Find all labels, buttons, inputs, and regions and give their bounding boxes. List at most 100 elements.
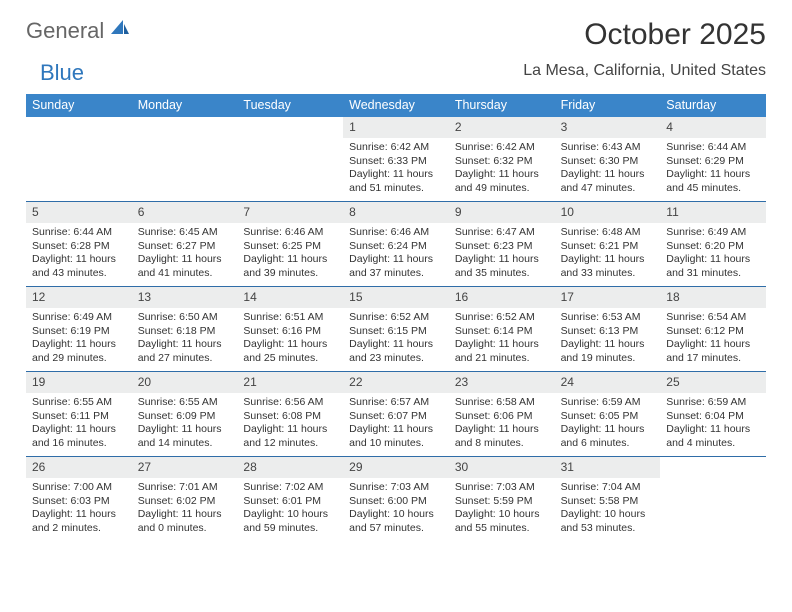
day-cell: 12Sunrise: 6:49 AMSunset: 6:19 PMDayligh…: [26, 287, 132, 371]
calendar-grid: Sunday Monday Tuesday Wednesday Thursday…: [26, 94, 766, 541]
day-cell: [660, 457, 766, 541]
day-cell: 15Sunrise: 6:52 AMSunset: 6:15 PMDayligh…: [343, 287, 449, 371]
day-cell: 6Sunrise: 6:45 AMSunset: 6:27 PMDaylight…: [132, 202, 238, 286]
day-cell: 11Sunrise: 6:49 AMSunset: 6:20 PMDayligh…: [660, 202, 766, 286]
day-cell: 14Sunrise: 6:51 AMSunset: 6:16 PMDayligh…: [237, 287, 343, 371]
sunset-text: Sunset: 6:11 PM: [32, 410, 126, 423]
sunrise-text: Sunrise: 6:42 AM: [349, 141, 443, 154]
day-cell: 7Sunrise: 6:46 AMSunset: 6:25 PMDaylight…: [237, 202, 343, 286]
sunrise-text: Sunrise: 6:49 AM: [32, 311, 126, 324]
day-cell: 2Sunrise: 6:42 AMSunset: 6:32 PMDaylight…: [449, 117, 555, 201]
daylight-text: Daylight: 11 hours and 47 minutes.: [561, 168, 655, 195]
sunrise-text: Sunrise: 6:44 AM: [666, 141, 760, 154]
day-number: 8: [343, 202, 449, 223]
brand-logo: General: [26, 18, 133, 44]
sail-icon: [109, 18, 131, 44]
day-cell: 1Sunrise: 6:42 AMSunset: 6:33 PMDaylight…: [343, 117, 449, 201]
day-body: Sunrise: 6:56 AMSunset: 6:08 PMDaylight:…: [237, 393, 343, 455]
day-cell: [132, 117, 238, 201]
day-body: Sunrise: 6:45 AMSunset: 6:27 PMDaylight:…: [132, 223, 238, 285]
day-number: 14: [237, 287, 343, 308]
day-number: 10: [555, 202, 661, 223]
day-cell: 18Sunrise: 6:54 AMSunset: 6:12 PMDayligh…: [660, 287, 766, 371]
daylight-text: Daylight: 11 hours and 31 minutes.: [666, 253, 760, 280]
sunset-text: Sunset: 6:23 PM: [455, 240, 549, 253]
day-number: 24: [555, 372, 661, 393]
day-cell: 22Sunrise: 6:57 AMSunset: 6:07 PMDayligh…: [343, 372, 449, 456]
sunset-text: Sunset: 6:14 PM: [455, 325, 549, 338]
day-cell: 30Sunrise: 7:03 AMSunset: 5:59 PMDayligh…: [449, 457, 555, 541]
day-cell: 27Sunrise: 7:01 AMSunset: 6:02 PMDayligh…: [132, 457, 238, 541]
sunset-text: Sunset: 6:01 PM: [243, 495, 337, 508]
sunrise-text: Sunrise: 6:52 AM: [349, 311, 443, 324]
week-row: 12Sunrise: 6:49 AMSunset: 6:19 PMDayligh…: [26, 286, 766, 371]
sunrise-text: Sunrise: 6:50 AM: [138, 311, 232, 324]
sunrise-text: Sunrise: 6:49 AM: [666, 226, 760, 239]
daylight-text: Daylight: 11 hours and 12 minutes.: [243, 423, 337, 450]
sunset-text: Sunset: 6:29 PM: [666, 155, 760, 168]
daylight-text: Daylight: 11 hours and 23 minutes.: [349, 338, 443, 365]
day-cell: 23Sunrise: 6:58 AMSunset: 6:06 PMDayligh…: [449, 372, 555, 456]
day-body: Sunrise: 6:46 AMSunset: 6:25 PMDaylight:…: [237, 223, 343, 285]
day-cell: 25Sunrise: 6:59 AMSunset: 6:04 PMDayligh…: [660, 372, 766, 456]
calendar-page: General October 2025 La Mesa, California…: [0, 0, 792, 541]
sunset-text: Sunset: 6:03 PM: [32, 495, 126, 508]
day-number: 12: [26, 287, 132, 308]
sunrise-text: Sunrise: 6:57 AM: [349, 396, 443, 409]
daylight-text: Daylight: 11 hours and 0 minutes.: [138, 508, 232, 535]
day-number: 5: [26, 202, 132, 223]
week-row: 26Sunrise: 7:00 AMSunset: 6:03 PMDayligh…: [26, 456, 766, 541]
day-body: Sunrise: 6:54 AMSunset: 6:12 PMDaylight:…: [660, 308, 766, 370]
day-number: 22: [343, 372, 449, 393]
day-number: 11: [660, 202, 766, 223]
title-block: October 2025 La Mesa, California, United…: [523, 18, 766, 80]
sunset-text: Sunset: 6:30 PM: [561, 155, 655, 168]
sunset-text: Sunset: 6:33 PM: [349, 155, 443, 168]
daylight-text: Daylight: 11 hours and 41 minutes.: [138, 253, 232, 280]
day-cell: 26Sunrise: 7:00 AMSunset: 6:03 PMDayligh…: [26, 457, 132, 541]
day-cell: 28Sunrise: 7:02 AMSunset: 6:01 PMDayligh…: [237, 457, 343, 541]
day-number: 19: [26, 372, 132, 393]
day-number: 23: [449, 372, 555, 393]
sunrise-text: Sunrise: 6:59 AM: [666, 396, 760, 409]
day-cell: 9Sunrise: 6:47 AMSunset: 6:23 PMDaylight…: [449, 202, 555, 286]
day-body: Sunrise: 6:42 AMSunset: 6:32 PMDaylight:…: [449, 138, 555, 200]
sunrise-text: Sunrise: 6:53 AM: [561, 311, 655, 324]
day-cell: 8Sunrise: 6:46 AMSunset: 6:24 PMDaylight…: [343, 202, 449, 286]
day-cell: 24Sunrise: 6:59 AMSunset: 6:05 PMDayligh…: [555, 372, 661, 456]
day-body: Sunrise: 7:00 AMSunset: 6:03 PMDaylight:…: [26, 478, 132, 540]
sunrise-text: Sunrise: 6:46 AM: [349, 226, 443, 239]
week-row: 1 Sunrise: 6:42 AMSunset: 6:33 PM Daylight…: [26, 117, 766, 201]
day-body: Sunrise: 6:55 AMSunset: 6:11 PMDaylight:…: [26, 393, 132, 455]
day-number: 1: [343, 117, 449, 138]
day-body: Sunrise: 7:02 AMSunset: 6:01 PMDaylight:…: [237, 478, 343, 540]
daylight-text: Daylight: 11 hours and 29 minutes.: [32, 338, 126, 365]
day-number: 26: [26, 457, 132, 478]
brand-part2: Blue: [40, 60, 84, 86]
daylight-text: Daylight: 11 hours and 16 minutes.: [32, 423, 126, 450]
sunrise-text: Sunrise: 6:56 AM: [243, 396, 337, 409]
sunrise-text: Sunrise: 6:45 AM: [138, 226, 232, 239]
day-cell: 19Sunrise: 6:55 AMSunset: 6:11 PMDayligh…: [26, 372, 132, 456]
day-number: 15: [343, 287, 449, 308]
day-cell: 31Sunrise: 7:04 AMSunset: 5:58 PMDayligh…: [555, 457, 661, 541]
sunset-text: Sunset: 6:28 PM: [32, 240, 126, 253]
dow-monday: Monday: [132, 94, 238, 117]
sunset-text: Sunset: 6:21 PM: [561, 240, 655, 253]
day-body: Sunrise: 6:55 AMSunset: 6:09 PMDaylight:…: [132, 393, 238, 455]
day-body: Sunrise: 6:51 AMSunset: 6:16 PMDaylight:…: [237, 308, 343, 370]
day-number: 21: [237, 372, 343, 393]
daylight-text: Daylight: 11 hours and 19 minutes.: [561, 338, 655, 365]
daylight-text: Daylight: 10 hours and 53 minutes.: [561, 508, 655, 535]
sunset-text: Sunset: 6:16 PM: [243, 325, 337, 338]
dow-wednesday: Wednesday: [343, 94, 449, 117]
daylight-text: Daylight: 11 hours and 27 minutes.: [138, 338, 232, 365]
day-cell: 4Sunrise: 6:44 AMSunset: 6:29 PMDaylight…: [660, 117, 766, 201]
day-number: 2: [449, 117, 555, 138]
sunrise-text: Sunrise: 6:43 AM: [561, 141, 655, 154]
sunrise-text: Sunrise: 7:02 AM: [243, 481, 337, 494]
dow-saturday: Saturday: [660, 94, 766, 117]
day-cell: 3Sunrise: 6:43 AMSunset: 6:30 PMDaylight…: [555, 117, 661, 201]
sunset-text: Sunset: 6:25 PM: [243, 240, 337, 253]
sunset-text: Sunset: 6:18 PM: [138, 325, 232, 338]
